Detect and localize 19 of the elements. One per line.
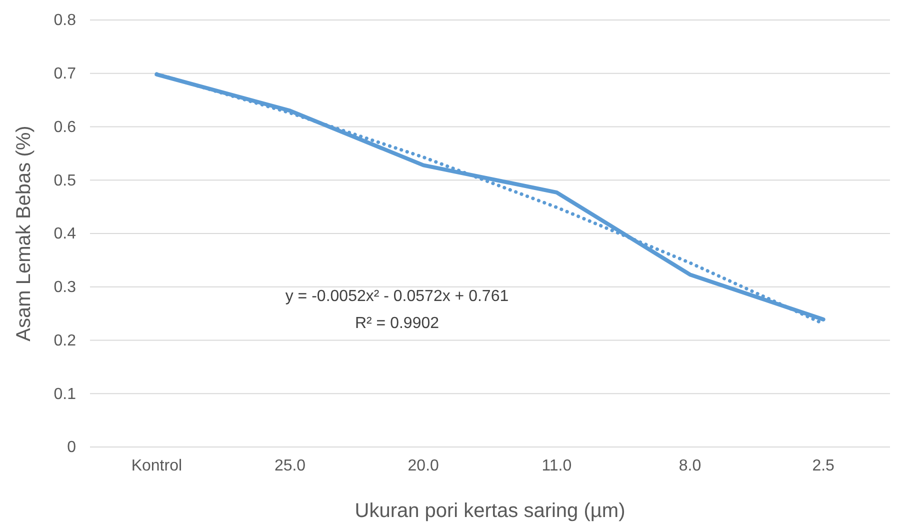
y-tick-label: 0.1 (54, 386, 76, 403)
y-tick-label: 0.7 (54, 65, 76, 82)
annotation: R² = 0.9902 (354, 315, 440, 332)
x-tick-label: 20.0 (408, 457, 440, 474)
y-tick-label: 0.6 (54, 118, 76, 136)
x-tick-label: Kontrol (131, 457, 182, 474)
y-tick-label: 0 (67, 439, 76, 456)
y-tick-label: 0.3 (54, 278, 76, 296)
x-tick-label: 25.0 (274, 457, 306, 474)
y-tick-label: 0.4 (54, 226, 76, 243)
x-tick-label: 8.0 (678, 457, 702, 474)
x-tick-label: 2.5 (812, 457, 835, 474)
y-tick-label: 0.8 (54, 12, 76, 30)
annotation: y = -0.0052x² - 0.0572x + 0.761 (285, 288, 509, 305)
y-tick-label: 0.2 (54, 332, 76, 350)
y-tick-label: 0.5 (54, 172, 76, 190)
y-axis-title: Asam Lemak Bebas (%) (13, 126, 35, 342)
x-tick-label: 11.0 (542, 457, 572, 474)
x-axis-title: Ukuran pori kertas saring (µm) (354, 500, 626, 522)
